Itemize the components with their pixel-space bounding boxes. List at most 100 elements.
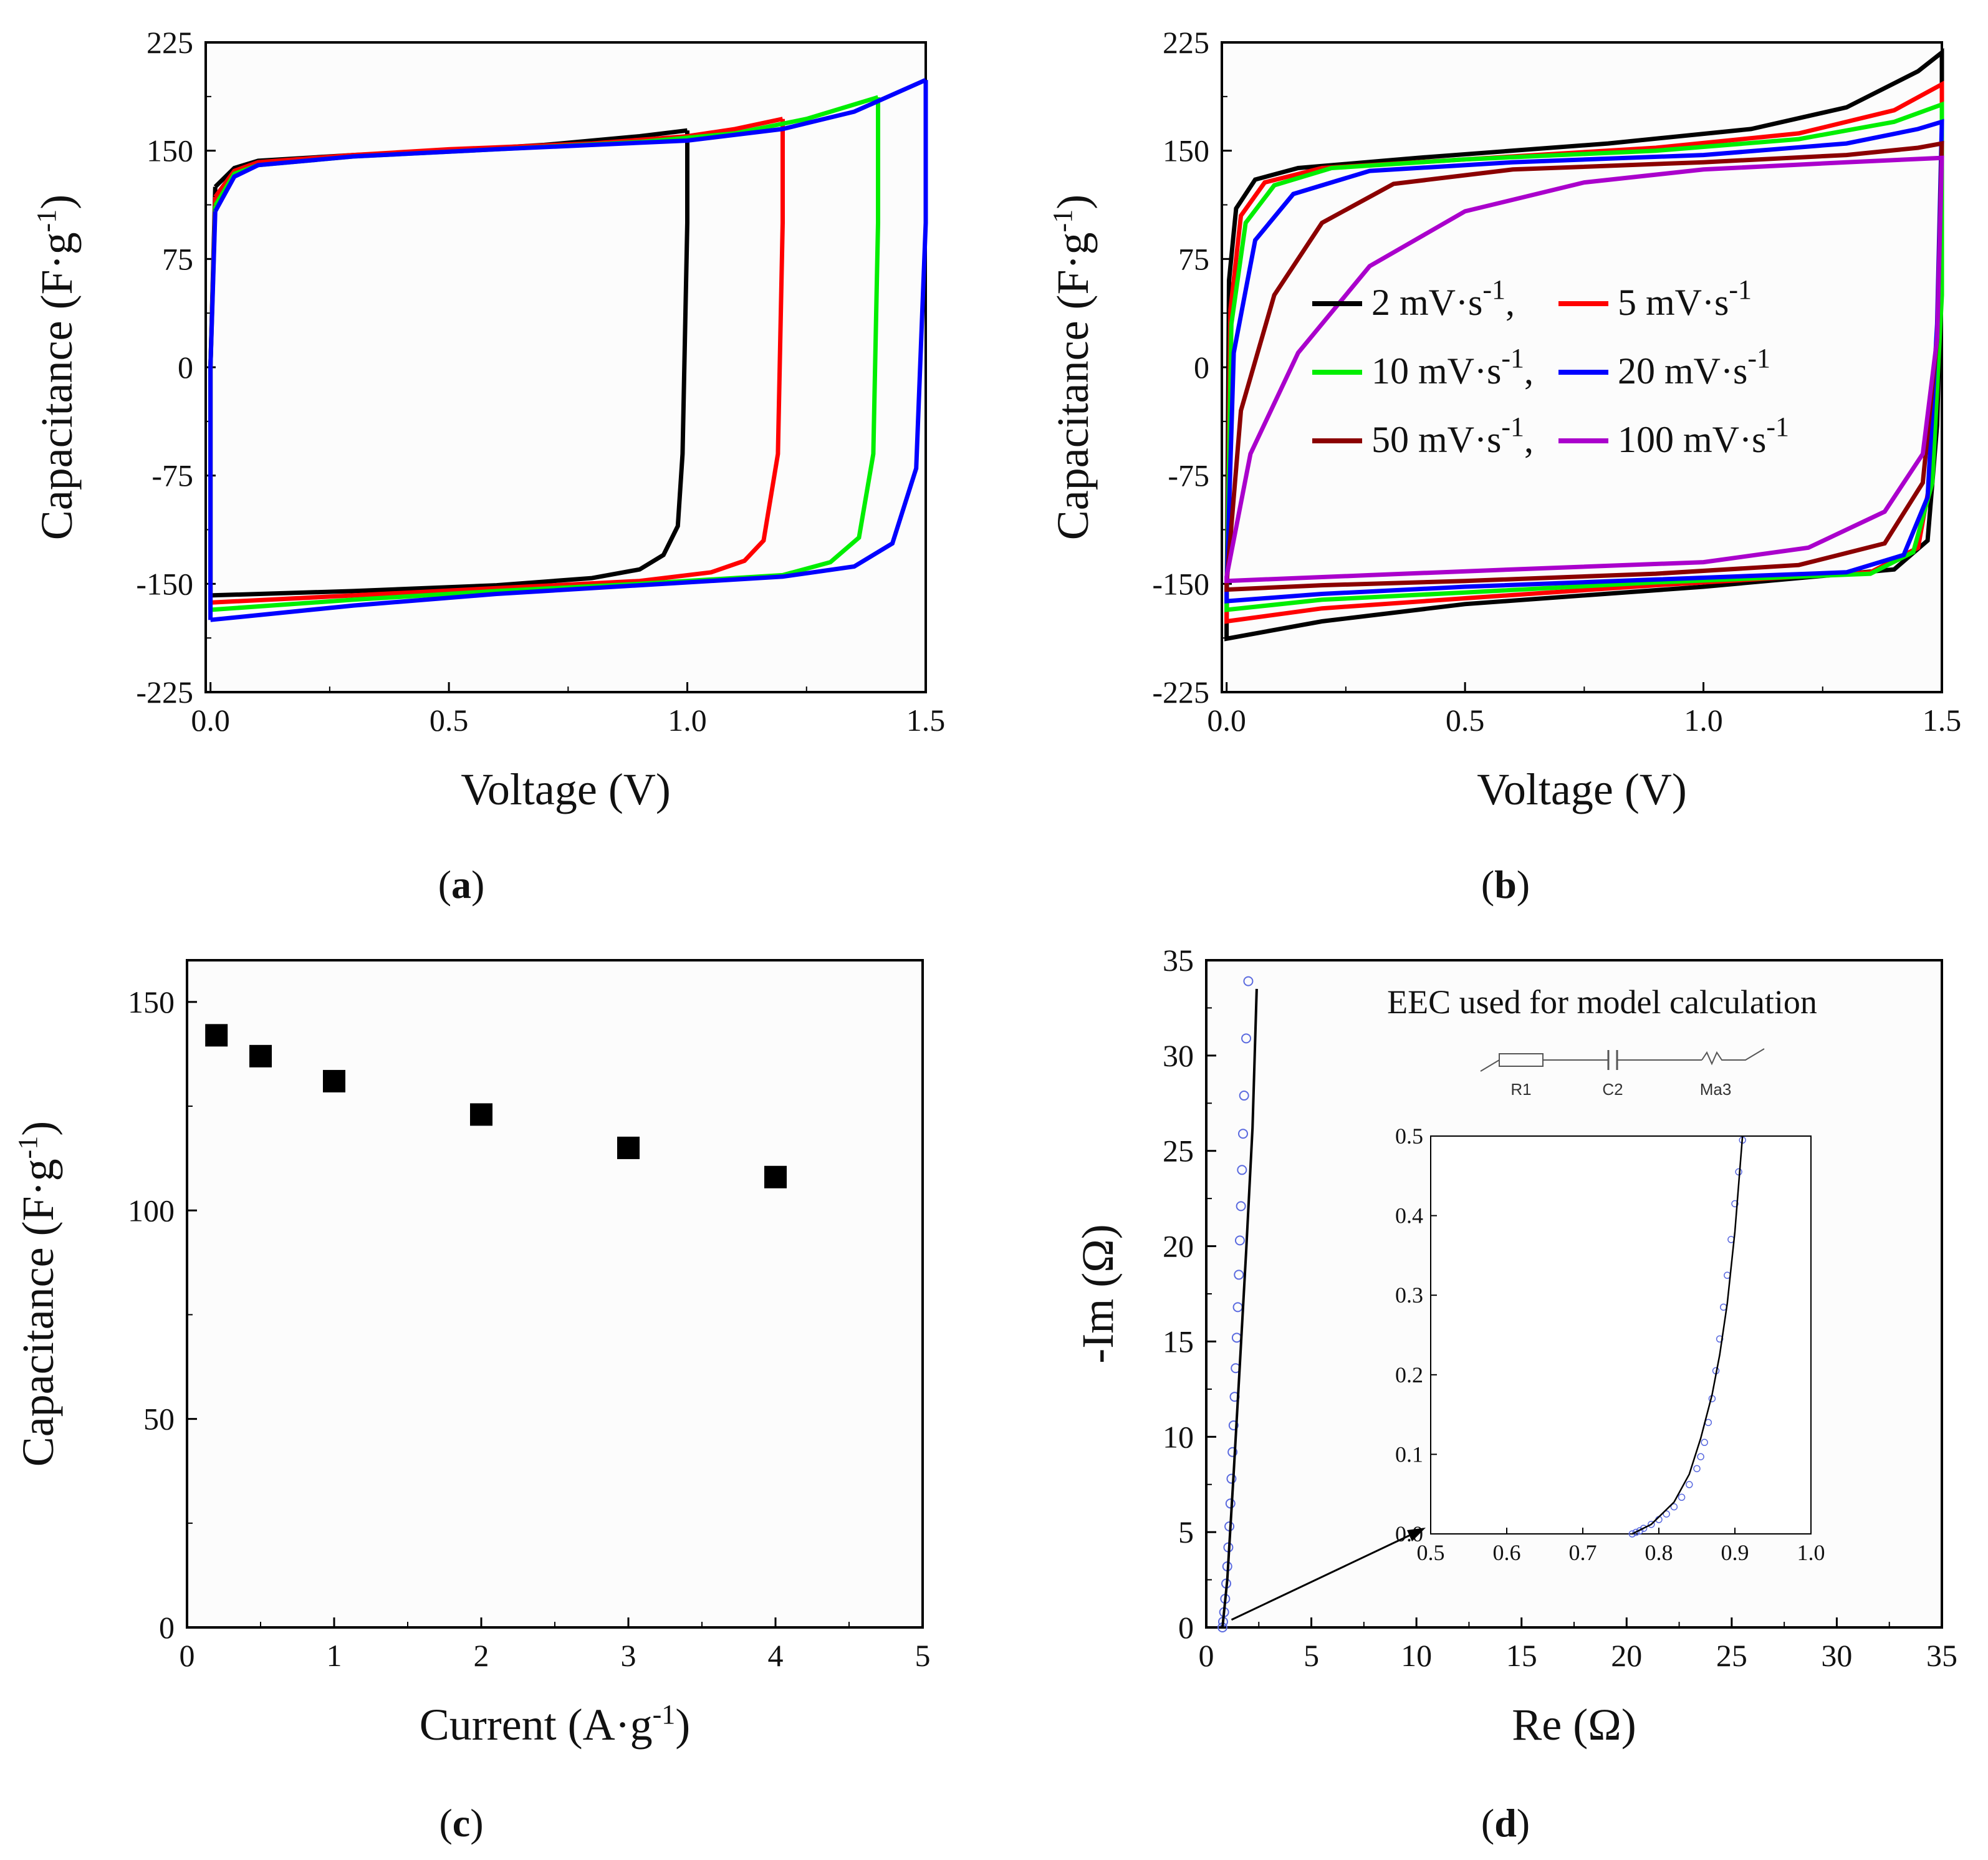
inset-point xyxy=(1697,1453,1704,1460)
inset-point xyxy=(1686,1481,1693,1488)
x-axis-title: Current (A·g-1) xyxy=(420,1699,691,1750)
inset-point xyxy=(1640,1525,1648,1532)
x-tick-label: 3 xyxy=(621,1638,636,1673)
y-axis-title-sup: -1 xyxy=(1047,210,1078,233)
y-tick-label: 20 xyxy=(1163,1229,1194,1264)
y-axis-title-tail: ) xyxy=(13,1121,63,1136)
panel-label-close: ) xyxy=(471,862,484,907)
inset-x-tick-label: 1.0 xyxy=(1797,1540,1825,1565)
scatter-point xyxy=(205,1024,228,1047)
x-tick-label: 0 xyxy=(1199,1638,1214,1673)
legend-label-sup: -1 xyxy=(1729,274,1752,305)
inset-x-tick-label: 0.8 xyxy=(1645,1540,1673,1565)
cv-lower-branch xyxy=(210,97,880,612)
inset-y-tick-label: 0.5 xyxy=(1395,1124,1423,1149)
inset-point xyxy=(1693,1465,1701,1473)
y-axis-title: Capacitance (F·g-1) xyxy=(31,195,82,540)
legend-label: 50 mV·s-1, xyxy=(1371,412,1534,460)
legend-label-main: 100 mV·s xyxy=(1618,419,1766,460)
y-tick-label: 0 xyxy=(178,350,193,385)
x-tick-label: 20 xyxy=(1611,1638,1642,1673)
cv-upper-branch xyxy=(213,117,784,198)
inset-arrow-head xyxy=(1407,1528,1426,1541)
inset-y-tick-label: 0.2 xyxy=(1395,1362,1423,1387)
cv-left-edge xyxy=(208,211,218,620)
panel-a: 0.0 0.5 1.0 1.5 -225 -150 -75 0 75 150 225 Voltage … xyxy=(31,25,945,907)
inset-point xyxy=(1678,1493,1686,1501)
y-tick-label: 0 xyxy=(1178,1610,1194,1645)
eec-title: EEC used for model calculation xyxy=(1387,983,1817,1021)
inset-point xyxy=(1701,1438,1708,1447)
scatter-point xyxy=(617,1136,640,1159)
legend-label: 20 mV·s-1 xyxy=(1618,343,1770,392)
scatter-point xyxy=(249,1044,272,1067)
y-axis-title-main: Capacitance (F·g xyxy=(32,232,82,540)
y-tick-label: -225 xyxy=(1152,675,1209,710)
legend-label-sup: -1 xyxy=(1747,343,1770,373)
y-tick-label: 50 xyxy=(143,1402,175,1437)
y-axis-title-tail: ) xyxy=(32,195,82,210)
x-tick-label: 0.5 xyxy=(1446,703,1485,738)
cv-upper-branch xyxy=(213,78,927,213)
y-tick-label: 150 xyxy=(1163,133,1209,168)
panel-label-open: ( xyxy=(1481,1801,1494,1845)
nyquist-point xyxy=(1226,1473,1237,1484)
inset-y-tick-label: 0.4 xyxy=(1395,1203,1423,1228)
nyquist-point xyxy=(1234,1235,1245,1246)
x-axis-title-sup: -1 xyxy=(653,1699,676,1730)
plot-frame xyxy=(204,41,927,693)
y-tick-label: 150 xyxy=(146,133,193,168)
panel-b: 0.0 0.5 1.0 1.5 -225 -150 -75 0 75 150 225 Voltage … xyxy=(1047,25,1961,907)
x-tick-label: 1.5 xyxy=(1923,703,1962,738)
inset-x-tick-label: 0.6 xyxy=(1493,1540,1521,1565)
panel-label-letter: a xyxy=(451,862,471,907)
x-tick-label: 4 xyxy=(768,1638,784,1673)
y-tick-label: 10 xyxy=(1163,1419,1194,1454)
nyquist-point xyxy=(1227,1447,1238,1457)
nyquist-point xyxy=(1241,1033,1252,1044)
circuit-label-c2: C2 xyxy=(1602,1080,1623,1099)
cv-loop xyxy=(1224,47,1944,642)
circuit-diagram: R1 C2 Ma3 xyxy=(1480,1048,1765,1099)
y-tick-label: 225 xyxy=(146,25,193,60)
y-axis-title: Capacitance (F·g-1) xyxy=(12,1121,63,1467)
x-tick-label: 1.0 xyxy=(668,703,707,738)
legend-label-tail: , xyxy=(1524,419,1534,460)
legend-label-main: 10 mV·s xyxy=(1371,350,1501,392)
legend-label-main: 2 mV·s xyxy=(1371,282,1482,323)
y-tick-label: 150 xyxy=(128,985,175,1019)
legend-label: 5 mV·s-1 xyxy=(1618,274,1752,323)
panel-label-close: ) xyxy=(1517,862,1530,907)
y-tick-label: 225 xyxy=(1163,25,1209,60)
inset-plot: 0.50.60.70.80.91.00.00.10.20.30.40.5 xyxy=(1395,1124,1825,1565)
cv-lower-branch xyxy=(210,80,928,622)
y-tick-label: 75 xyxy=(162,241,193,276)
nyquist-fit-line xyxy=(1221,988,1258,1628)
panel-label: (d) xyxy=(1481,1801,1530,1845)
y-tick-label: 15 xyxy=(1163,1324,1194,1359)
inset-x-tick-label: 0.5 xyxy=(1417,1540,1445,1565)
y-axis-title-main: Capacitance (F·g xyxy=(13,1159,63,1467)
cv-loop xyxy=(1224,101,1944,612)
x-tick-label: 5 xyxy=(1304,1638,1319,1673)
inset-point xyxy=(1632,1528,1640,1536)
y-tick-label: -75 xyxy=(151,458,193,493)
scatter-point xyxy=(470,1103,492,1126)
scatter-point xyxy=(764,1165,787,1188)
cv-loop xyxy=(1224,140,1944,592)
x-axis-title: Voltage (V) xyxy=(1477,764,1687,814)
panel-label: (c) xyxy=(439,1801,483,1845)
x-tick-label: 0.0 xyxy=(1207,703,1246,738)
inset-x-tick-label: 0.7 xyxy=(1569,1540,1597,1565)
y-axis-title-tail: ) xyxy=(1048,195,1098,210)
x-tick-label: 5 xyxy=(915,1638,931,1673)
panel-label-letter: b xyxy=(1494,862,1517,907)
inset-arrow-line xyxy=(1231,1528,1424,1621)
inset-point xyxy=(1648,1520,1655,1528)
cv-lower-branch xyxy=(210,118,785,605)
warburg-element-symbol xyxy=(1701,1048,1765,1066)
panel-label-close: ) xyxy=(470,1801,483,1845)
x-tick-label: 1.5 xyxy=(906,703,946,738)
panel-label-letter: c xyxy=(453,1801,470,1845)
